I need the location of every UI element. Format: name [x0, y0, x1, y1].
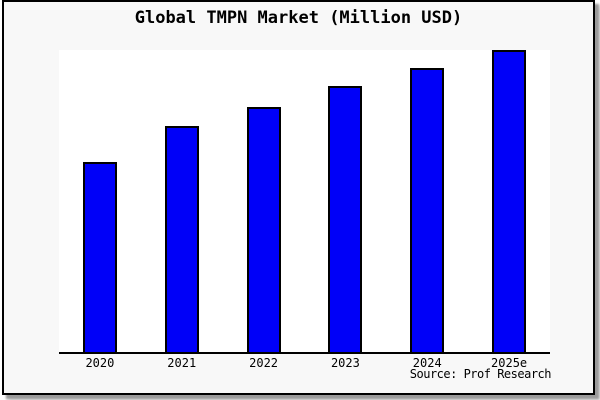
- bar-2023: [328, 86, 363, 352]
- chart-title: Global TMPN Market (Million USD): [134, 8, 463, 28]
- bar-2024: [410, 68, 445, 352]
- bar-2025e: [492, 50, 527, 352]
- bar-2022: [246, 107, 281, 352]
- source-note: Source: Prof Research: [409, 367, 552, 381]
- chart-canvas: Global TMPN Market (Million USD) 2020 202…: [2, 0, 595, 395]
- x-tick-label-2021: 2021: [167, 356, 197, 370]
- x-tick-label-2023: 2023: [330, 356, 360, 370]
- bar-2020: [82, 161, 117, 352]
- plot-area: [59, 50, 550, 354]
- x-tick-label-2020: 2020: [85, 356, 115, 370]
- bar-2021: [164, 125, 199, 352]
- x-tick-label-2022: 2022: [249, 356, 279, 370]
